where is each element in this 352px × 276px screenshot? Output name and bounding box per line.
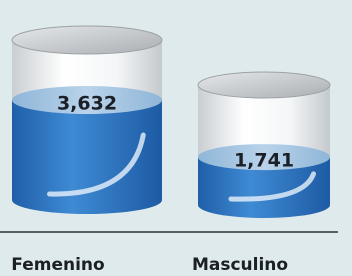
cylinder-top — [198, 72, 330, 98]
x-tick-label: Femenino — [11, 255, 104, 275]
page: {"chart_data": {"type": "bar", "categori… — [0, 0, 352, 276]
cylinder-top — [12, 26, 162, 54]
chart: 3,632 Femenino 1,741 Masculino — [0, 0, 352, 276]
value-label: 1,741 — [234, 150, 294, 172]
value-label: 3,632 — [57, 93, 117, 115]
x-tick-label: Masculino — [192, 255, 288, 275]
